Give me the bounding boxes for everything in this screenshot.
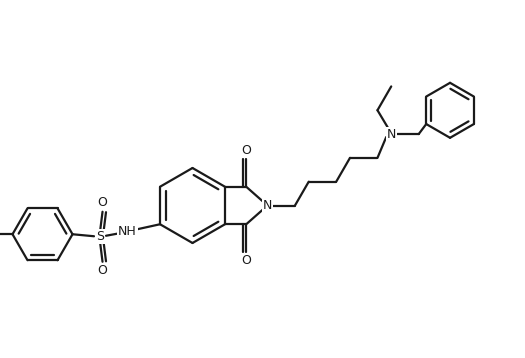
Text: N: N: [386, 127, 396, 141]
Text: O: O: [242, 144, 251, 157]
Text: N: N: [263, 199, 272, 212]
Text: NH: NH: [118, 225, 137, 238]
Text: O: O: [98, 196, 108, 209]
Text: O: O: [242, 254, 251, 267]
Text: S: S: [96, 230, 104, 243]
Text: O: O: [98, 264, 108, 277]
